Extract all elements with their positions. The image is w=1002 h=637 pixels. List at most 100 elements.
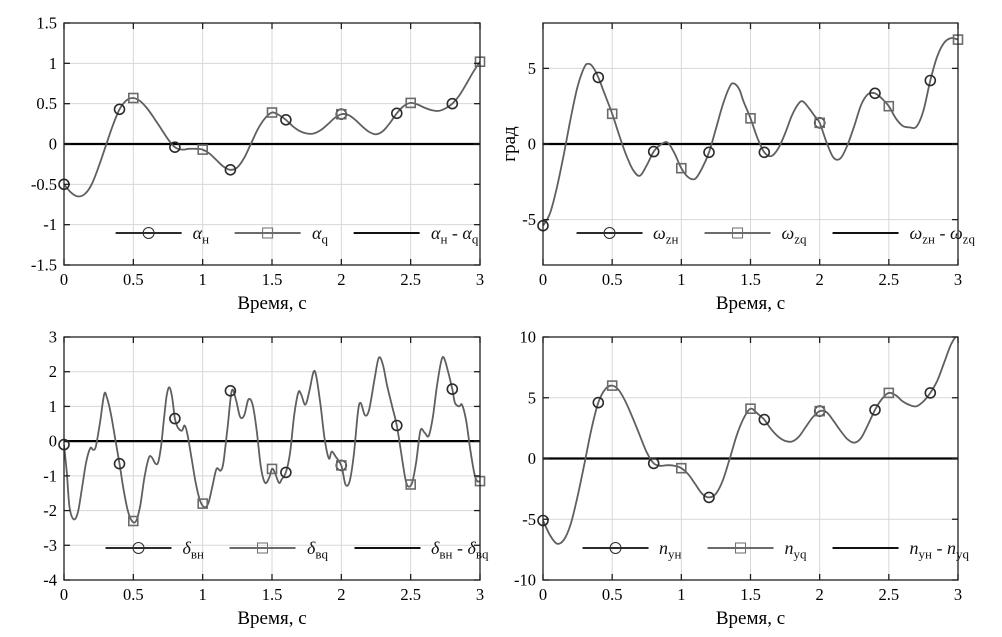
legend-label-text: n bbox=[946, 538, 956, 558]
y-tick-label: 1.5 bbox=[36, 14, 57, 33]
y-tick-label: -5 bbox=[522, 210, 536, 229]
y-tick-label: 0 bbox=[528, 135, 536, 154]
circle-marker bbox=[113, 457, 126, 470]
legend-label-text: α bbox=[431, 223, 441, 243]
legend-line bbox=[115, 227, 182, 239]
circle-marker bbox=[224, 385, 237, 397]
trajectory-curve bbox=[64, 356, 480, 524]
legend-item-delta-vq: δвq bbox=[229, 538, 328, 561]
y-axis-label: град bbox=[501, 126, 520, 162]
square-marker bbox=[128, 92, 139, 104]
x-axis-label: Время, с bbox=[237, 293, 306, 314]
circle-marker bbox=[703, 491, 715, 504]
legend-label: ωzн - ωzq bbox=[909, 223, 975, 246]
legend-label-text: α bbox=[462, 223, 472, 243]
circle-marker bbox=[924, 387, 937, 399]
legend-label-subscript: вq bbox=[315, 546, 328, 562]
tick-labels: 0 0.5 1 1.5 2 2.5 3 -4 -3 -2 -1 0 1 2 3 bbox=[43, 328, 484, 605]
legend-label-subscript: zн bbox=[665, 231, 679, 247]
legend-label-text: δ bbox=[306, 538, 316, 558]
legend-item-n-yn: nун bbox=[582, 539, 682, 561]
legend-label: αq bbox=[312, 224, 328, 246]
legend-label-text: - bbox=[931, 538, 947, 558]
x-tick-label: 1.5 bbox=[262, 270, 283, 289]
legend-label-text: ω bbox=[909, 223, 923, 243]
y-tick-label: 0 bbox=[528, 449, 536, 468]
trajectory-curve bbox=[543, 337, 957, 545]
legend-circle-marker-icon bbox=[603, 227, 616, 239]
legend-circle-marker-icon bbox=[132, 542, 145, 554]
x-tick-label: 1 bbox=[199, 585, 207, 604]
circle-marker bbox=[592, 396, 605, 409]
x-tick-label: 2 bbox=[337, 270, 345, 289]
y-tick-label: -4 bbox=[43, 571, 57, 590]
square-marker bbox=[335, 108, 347, 120]
circle-marker bbox=[869, 404, 881, 416]
legend-label: δвн - δвq bbox=[431, 538, 489, 561]
legend-label: ωzн bbox=[653, 224, 678, 246]
legend: αн αq αн - αq bbox=[115, 223, 478, 246]
square-marker bbox=[606, 380, 618, 391]
x-tick-label: 3 bbox=[476, 585, 484, 604]
square-marker bbox=[335, 460, 347, 471]
circle-marker bbox=[113, 103, 126, 116]
x-tick-label: 2.5 bbox=[879, 585, 900, 604]
legend-label-text: - bbox=[452, 538, 468, 558]
square-markers bbox=[128, 460, 486, 527]
legend-label-subscript: ун bbox=[918, 546, 932, 562]
chart-alpha: 0 0.5 1 1.5 2 2.5 3 -1.5 -1 -0.5 0 0.5 1 1.5 Время, с α… bbox=[0, 0, 501, 318]
x-tick-label: 1.5 bbox=[740, 585, 761, 604]
curve-group bbox=[64, 356, 480, 524]
x-tick-label: 2 bbox=[816, 585, 824, 604]
x-tick-label: 1 bbox=[677, 585, 685, 604]
legend-label-subscript: q bbox=[471, 231, 479, 247]
tick-labels: 0 0.5 1 1.5 2 2.5 3 -10 -5 0 5 10 bbox=[514, 328, 962, 605]
trajectory-curve bbox=[64, 61, 480, 198]
legend-line bbox=[235, 227, 302, 239]
legend-label-text: n bbox=[909, 538, 919, 558]
chart-delta-v: 0 0.5 1 1.5 2 2.5 3 -4 -3 -2 -1 0 1 2 3 Время, с δвн δвq δ… bbox=[0, 318, 501, 637]
x-tick-label: 2 bbox=[816, 270, 824, 289]
square-marker bbox=[883, 387, 895, 399]
axes bbox=[542, 22, 959, 266]
legend-item-n-y-diff: nун - nуq bbox=[832, 538, 969, 561]
legend-circle-marker-icon bbox=[609, 542, 622, 554]
legend-item-n-yq: nуq bbox=[707, 539, 807, 561]
square-markers bbox=[606, 380, 895, 474]
legend-label-subscript: вq bbox=[475, 546, 489, 562]
legend-label-text: - bbox=[934, 223, 950, 243]
legend-line bbox=[576, 227, 643, 239]
y-tick-label: -1 bbox=[43, 215, 57, 234]
curve-group bbox=[64, 61, 480, 198]
legend-square-marker-icon bbox=[735, 542, 746, 554]
x-tick-label: 2.5 bbox=[400, 270, 421, 289]
circle-marker bbox=[390, 107, 403, 120]
legend-label-subscript: zн bbox=[922, 231, 935, 247]
y-tick-label: -5 bbox=[522, 510, 536, 529]
x-axis-label: Время, с bbox=[716, 608, 785, 629]
legend-label-subscript: ун bbox=[668, 546, 682, 562]
legend: nун nуq nун - nуq bbox=[582, 538, 969, 561]
y-tick-label: 0.5 bbox=[36, 94, 57, 113]
legend-item-omega-zq: ωzq bbox=[704, 224, 807, 246]
x-tick-label: 1.5 bbox=[740, 270, 761, 289]
x-tick-label: 1 bbox=[199, 270, 207, 289]
plot-svg: 0 0.5 1 1.5 2 2.5 3 -1.5 -1 -0.5 0 0.5 1 1.5 Время, с bbox=[31, 14, 486, 314]
legend-item-delta-vn: δвн bbox=[105, 539, 204, 561]
plot-svg: 0 0.5 1 1.5 2 2.5 3 -10 -5 0 5 10 Время, с bbox=[514, 328, 962, 630]
legend-label-subscript: уq bbox=[793, 546, 807, 562]
legend-label-subscript: уq bbox=[955, 546, 969, 562]
square-marker bbox=[197, 144, 208, 155]
x-tick-label: 0 bbox=[60, 585, 68, 604]
y-tick-label: 2 bbox=[49, 362, 57, 381]
legend-square-marker-icon bbox=[732, 227, 743, 239]
legend-circle-marker-icon bbox=[142, 227, 155, 239]
y-tick-label: 1 bbox=[49, 397, 57, 416]
square-marker bbox=[606, 108, 618, 120]
legend-label: δвн bbox=[183, 539, 204, 561]
x-tick-label: 0.5 bbox=[602, 270, 623, 289]
x-tick-label: 3 bbox=[954, 585, 962, 604]
legend-line bbox=[354, 547, 420, 549]
legend-line bbox=[105, 542, 172, 554]
